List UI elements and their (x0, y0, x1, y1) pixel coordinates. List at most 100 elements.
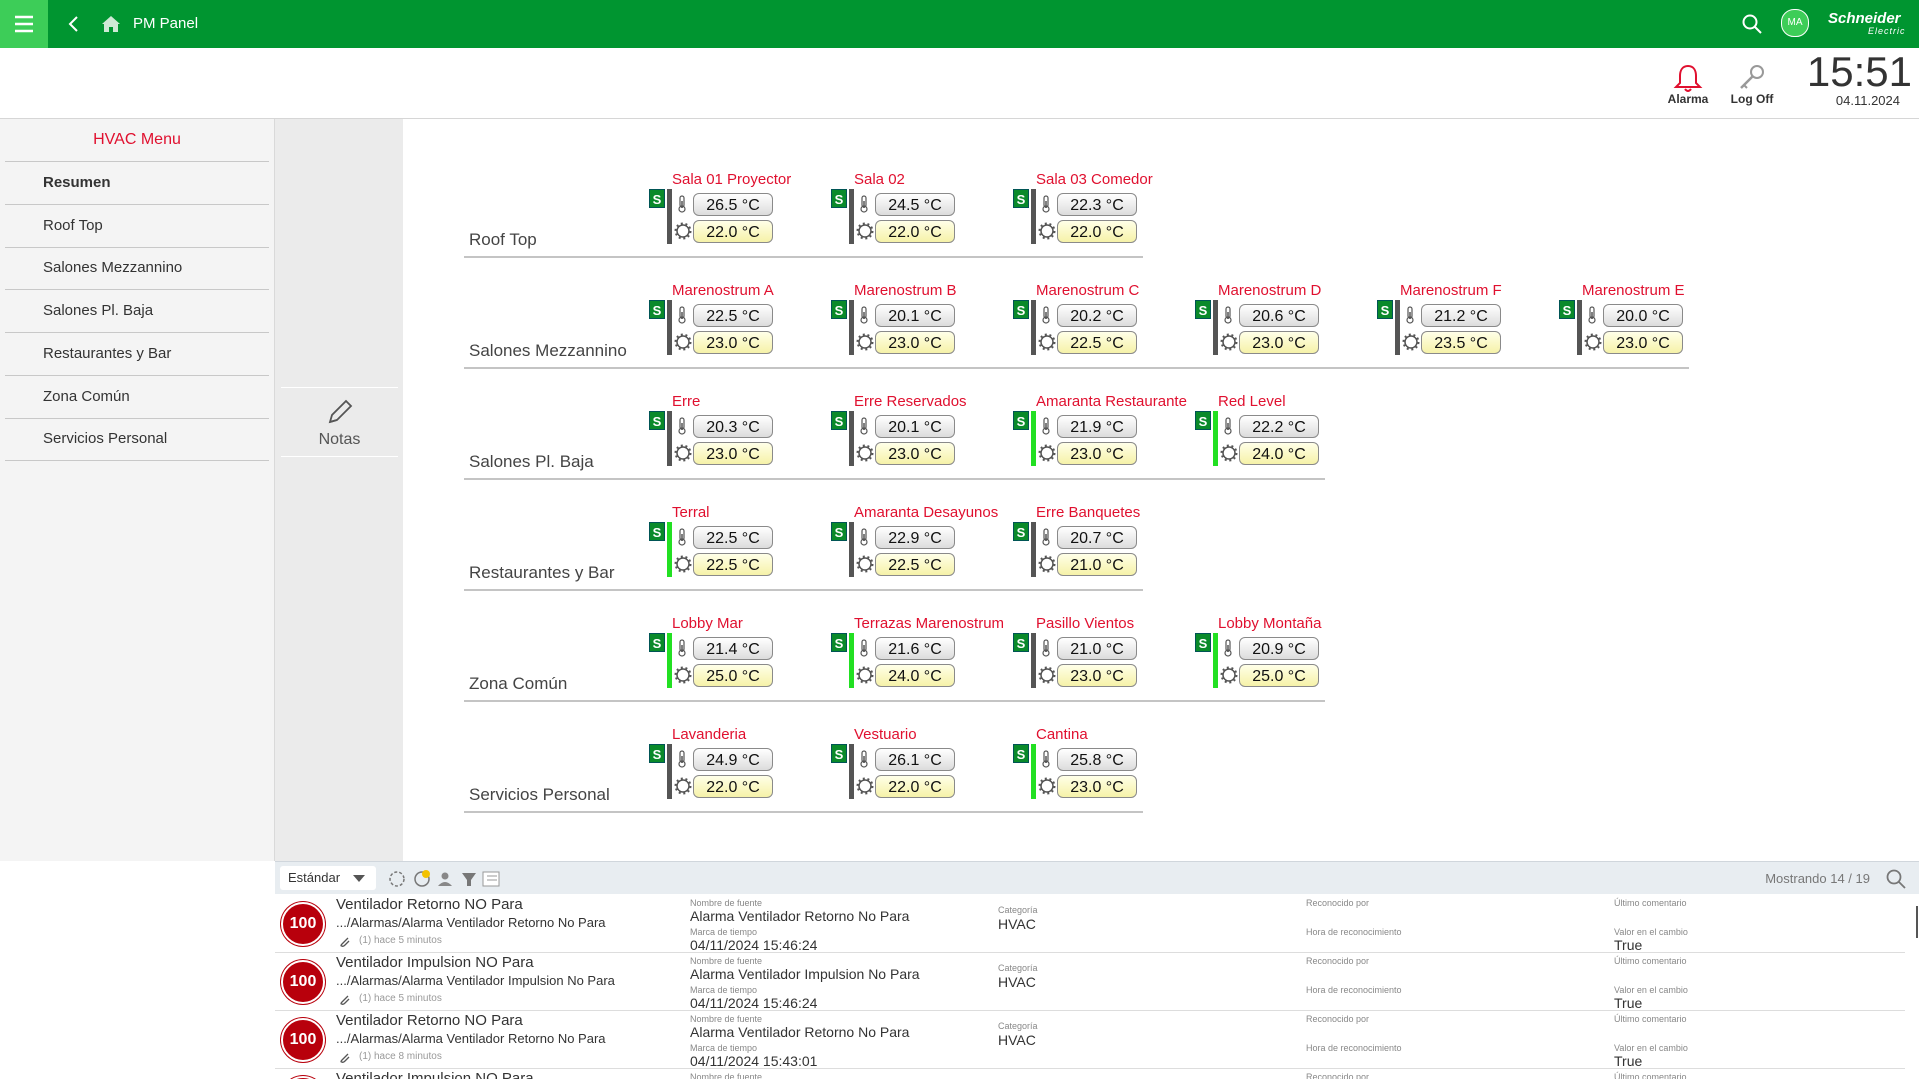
alarm-search[interactable] (1884, 867, 1908, 891)
notes-label: Notas (281, 431, 398, 449)
group-underline (464, 700, 1325, 702)
zone-setpoint[interactable]: 22.0 °C (693, 775, 773, 798)
field-label: Último comentario (1614, 1072, 1687, 1079)
logoff-icon[interactable] (1736, 62, 1768, 94)
alarm-category: HVAC (998, 1032, 1036, 1048)
scrollbar[interactable] (1916, 906, 1918, 938)
thermometer-icon (858, 750, 870, 768)
zone-status-bar (849, 522, 854, 577)
home-button[interactable] (99, 12, 123, 36)
zone-setpoint[interactable]: 23.0 °C (1057, 442, 1137, 465)
clock-date: 04.11.2024 (1800, 93, 1900, 108)
zone[interactable]: Sala 03 ComedorS22.3 °C22.0 °C (1013, 163, 1183, 253)
filter-dropdown[interactable]: Estándar (280, 866, 376, 890)
zone-setpoint[interactable]: 22.5 °C (693, 553, 773, 576)
sidebar-item[interactable]: Salones Pl. Baja (5, 290, 269, 332)
zone[interactable]: Sala 02S24.5 °C22.0 °C (831, 163, 1001, 253)
user-avatar[interactable]: MA (1781, 9, 1809, 37)
zone-status-badge: S (1195, 300, 1211, 319)
sidebar-item[interactable]: Restaurantes y Bar (5, 333, 269, 375)
zone[interactable]: Amaranta RestauranteS21.9 °C23.0 °C (1013, 385, 1183, 475)
setpoint-icon (1584, 333, 1602, 351)
thermometer-icon (1222, 306, 1234, 324)
alarm-row[interactable]: 100Ventilador Retorno NO Para.../Alarmas… (275, 1010, 1905, 1069)
menu-button[interactable] (0, 0, 48, 48)
zone[interactable]: Pasillo VientosS21.0 °C23.0 °C (1013, 607, 1183, 697)
zone-setpoint[interactable]: 22.5 °C (875, 553, 955, 576)
zone-status-badge: S (831, 744, 847, 763)
filter-label: Estándar (288, 870, 340, 885)
zone[interactable]: Erre BanquetesS20.7 °C21.0 °C (1013, 496, 1183, 586)
zone-setpoint[interactable]: 25.0 °C (693, 664, 773, 687)
zone[interactable]: Amaranta DesayunosS22.9 °C22.5 °C (831, 496, 1001, 586)
zone[interactable]: Marenostrum DS20.6 °C23.0 °C (1195, 274, 1365, 364)
alarm-timestamp: 04/11/2024 15:46:24 (690, 937, 817, 953)
zone-setpoint[interactable]: 24.0 °C (875, 664, 955, 687)
zone-setpoint[interactable]: 23.0 °C (875, 442, 955, 465)
alarm-filter-icons[interactable] (387, 868, 507, 890)
field-label: Valor en el cambio (1614, 985, 1688, 995)
zone[interactable]: TerralS22.5 °C22.5 °C (649, 496, 819, 586)
zone-status-bar (1213, 633, 1218, 688)
zone[interactable]: Marenostrum AS22.5 °C23.0 °C (649, 274, 819, 364)
zone[interactable]: Erre ReservadosS20.1 °C23.0 °C (831, 385, 1001, 475)
sidebar-item[interactable]: Roof Top (5, 205, 269, 247)
sidebar-item[interactable]: Resumen (5, 162, 269, 204)
zone[interactable]: ErreS20.3 °C23.0 °C (649, 385, 819, 475)
zone-setpoint[interactable]: 23.0 °C (1603, 331, 1683, 354)
zone[interactable]: VestuarioS26.1 °C22.0 °C (831, 718, 1001, 808)
alarm-row[interactable]: 100Ventilador Retorno NO Para.../Alarmas… (275, 894, 1905, 953)
zone-status-bar (1031, 189, 1036, 244)
setpoint-icon (856, 222, 874, 240)
field-label: Reconocido por (1306, 1014, 1369, 1024)
zone-setpoint[interactable]: 23.0 °C (1239, 331, 1319, 354)
sidebar-item[interactable]: Salones Mezzannino (5, 247, 269, 289)
logoff-label[interactable]: Log Off (1716, 92, 1788, 106)
alarm-path: .../Alarmas/Alarma Ventilador Impulsion … (336, 973, 615, 988)
zone[interactable]: Sala 01 ProyectorS26.5 °C22.0 °C (649, 163, 819, 253)
zone[interactable]: LavanderiaS24.9 °C22.0 °C (649, 718, 819, 808)
zone[interactable]: Marenostrum FS21.2 °C23.5 °C (1377, 274, 1547, 364)
zone-setpoint[interactable]: 22.0 °C (875, 775, 955, 798)
alarm-path: .../Alarmas/Alarma Ventilador Retorno No… (336, 1031, 606, 1046)
thermometer-icon (1404, 306, 1416, 324)
notes-button[interactable]: Notas (281, 387, 398, 457)
zone-setpoint[interactable]: 21.0 °C (1057, 553, 1137, 576)
search-button[interactable] (1740, 12, 1764, 36)
zone-status-badge: S (1013, 744, 1029, 763)
back-button[interactable] (62, 12, 86, 36)
alarm-label[interactable]: Alarma (1652, 92, 1724, 106)
zone-status-bar (1395, 300, 1400, 355)
zone[interactable]: Lobby MontañaS20.9 °C25.0 °C (1195, 607, 1365, 697)
zone-setpoint[interactable]: 25.0 °C (1239, 664, 1319, 687)
alarm-row[interactable]: 100Ventilador Impulsion NO ParaNombre de… (275, 1068, 1905, 1079)
zone[interactable]: CantinaS25.8 °C23.0 °C (1013, 718, 1183, 808)
page-title: PM Panel (133, 15, 198, 32)
group-underline (464, 367, 1689, 369)
zone[interactable]: Marenostrum CS20.2 °C22.5 °C (1013, 274, 1183, 364)
zone-setpoint[interactable]: 24.0 °C (1239, 442, 1319, 465)
setpoint-icon (674, 222, 692, 240)
alarm-icon[interactable] (1672, 62, 1704, 94)
zone-setpoint[interactable]: 22.0 °C (875, 220, 955, 243)
zone[interactable]: Lobby MarS21.4 °C25.0 °C (649, 607, 819, 697)
zone-setpoint[interactable]: 23.0 °C (693, 331, 773, 354)
zone[interactable]: Marenostrum ES20.0 °C23.0 °C (1559, 274, 1729, 364)
alarm-row[interactable]: 100Ventilador Impulsion NO Para.../Alarm… (275, 952, 1905, 1011)
zone-setpoint[interactable]: 22.0 °C (1057, 220, 1137, 243)
sidebar-item[interactable]: Servicios Personal (5, 418, 269, 460)
zone-name: Vestuario (854, 726, 917, 743)
field-label: Último comentario (1614, 898, 1687, 908)
zone[interactable]: Terrazas MarenostrumS21.6 °C24.0 °C (831, 607, 1001, 697)
zone-setpoint[interactable]: 22.0 °C (693, 220, 773, 243)
zone-setpoint[interactable]: 23.0 °C (693, 442, 773, 465)
zone-setpoint[interactable]: 23.0 °C (1057, 664, 1137, 687)
zone[interactable]: Marenostrum BS20.1 °C23.0 °C (831, 274, 1001, 364)
zone[interactable]: Red LevelS22.2 °C24.0 °C (1195, 385, 1365, 475)
sidebar-item[interactable]: Zona Común (5, 376, 269, 418)
zone-temperature: 21.0 °C (1057, 637, 1137, 660)
zone-setpoint[interactable]: 23.0 °C (875, 331, 955, 354)
zone-setpoint[interactable]: 23.5 °C (1421, 331, 1501, 354)
zone-setpoint[interactable]: 23.0 °C (1057, 775, 1137, 798)
zone-setpoint[interactable]: 22.5 °C (1057, 331, 1137, 354)
